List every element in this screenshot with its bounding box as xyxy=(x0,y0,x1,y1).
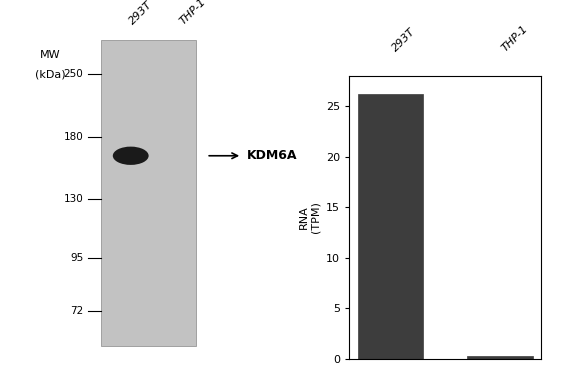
Text: THP-1: THP-1 xyxy=(500,23,530,53)
Text: 130: 130 xyxy=(63,194,83,204)
Bar xyxy=(467,356,533,359)
Text: 72: 72 xyxy=(70,306,83,316)
Text: 250: 250 xyxy=(63,70,83,79)
Text: THP-1: THP-1 xyxy=(178,0,208,26)
Text: 293T: 293T xyxy=(127,0,154,26)
Text: 95: 95 xyxy=(70,253,83,263)
Ellipse shape xyxy=(113,147,148,165)
Bar xyxy=(358,94,424,359)
Text: 180: 180 xyxy=(63,132,83,142)
Text: MW: MW xyxy=(40,50,61,60)
Text: 293T: 293T xyxy=(391,26,418,53)
Text: KDM6A: KDM6A xyxy=(247,149,298,162)
Y-axis label: RNA
(TPM): RNA (TPM) xyxy=(299,201,321,233)
Text: (kDa): (kDa) xyxy=(35,70,65,80)
Bar xyxy=(101,40,196,346)
